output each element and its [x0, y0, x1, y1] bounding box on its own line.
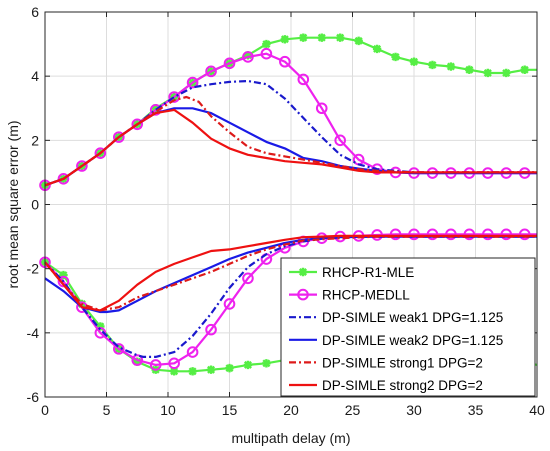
- legend-box: [280, 257, 536, 397]
- x-tick-label: 40: [529, 402, 545, 418]
- x-axis-label: multipath delay (m): [231, 430, 350, 446]
- series-2-point: [279, 55, 291, 68]
- series-2-point: [76, 160, 88, 172]
- series-1-point: [262, 39, 271, 49]
- legend-label: DP-SIMLE weak2 DPG=1.125: [322, 333, 503, 348]
- legend: RHCP-R1-MLE RHCP-MEDLL DP-SIMLE weak1 DPG=…: [280, 257, 536, 397]
- series-1-point: [133, 357, 142, 366]
- series-1-point: [59, 270, 68, 280]
- series-2-point: [205, 65, 217, 78]
- x-tick-label: 30: [406, 402, 422, 418]
- series-2-point: [445, 228, 457, 241]
- x-tick-label: 0: [41, 402, 49, 418]
- y-tick-label: -4: [27, 325, 40, 341]
- x-tick-label: 25: [345, 402, 361, 418]
- series-1-point: [206, 365, 216, 374]
- series-1-point: [391, 52, 400, 62]
- ticks: 0 5 10 15 20 25 30 35 40 -6 -4 -2 0 2 4 6: [27, 4, 545, 418]
- series-6-upper-line: [44, 108, 537, 187]
- series-6-lower-line: [44, 234, 537, 312]
- series-2-point: [131, 354, 144, 366]
- series-1-point: [502, 68, 511, 78]
- series-2-point: [149, 359, 162, 371]
- x-tick-label: 20: [283, 402, 299, 418]
- grid: [45, 12, 537, 397]
- y-axis-label: root mean square error (m): [5, 120, 21, 288]
- series-2-point: [186, 76, 199, 89]
- series-1-point: [483, 68, 492, 78]
- series-2-point: [94, 147, 107, 159]
- series-2-point: [518, 228, 531, 241]
- legend-label: RHCP-MEDLL: [322, 288, 410, 303]
- series-2-point: [389, 228, 402, 241]
- series-2-point: [113, 343, 125, 355]
- series-1-point: [520, 65, 529, 74]
- x-tick-label: 5: [103, 402, 111, 418]
- series-2-point: [463, 228, 476, 241]
- y-tick-label: 0: [31, 197, 39, 213]
- series-2-point: [426, 228, 439, 241]
- series-2-point: [57, 173, 70, 185]
- series-1-point: [372, 44, 382, 54]
- series-1-point: [317, 33, 326, 42]
- series-1-point: [169, 367, 179, 376]
- series-2-point: [315, 102, 328, 115]
- legend-marker: [297, 288, 309, 301]
- series-1-point: [465, 65, 474, 74]
- series-2-point: [242, 51, 254, 63]
- series-2-point: [131, 118, 144, 131]
- series-1-point: [409, 57, 419, 66]
- series-1-point: [446, 62, 456, 71]
- legend-label: DP-SIMLE strong2 DPG=2: [322, 378, 483, 393]
- series-2-point: [223, 298, 236, 310]
- series-2-point: [297, 73, 310, 86]
- series-1-point: [151, 104, 160, 113]
- series-1-point: [225, 363, 234, 373]
- series-2-point: [482, 228, 494, 241]
- y-tick-label: 2: [31, 132, 39, 148]
- legend-label: RHCP-R1-MLE: [322, 265, 414, 280]
- series-1-point: [299, 33, 308, 42]
- series-6: [44, 108, 537, 312]
- series-1-point: [243, 360, 253, 370]
- x-tick-label: 35: [468, 402, 484, 418]
- series-2-point: [186, 346, 199, 358]
- legend-marker: [298, 267, 308, 277]
- y-tick-label: -6: [27, 389, 40, 405]
- series-2-point: [113, 131, 125, 143]
- y-tick-label: -2: [27, 261, 40, 277]
- x-tick-label: 10: [160, 402, 176, 418]
- series-2-point: [168, 91, 180, 103]
- series-1-point: [280, 35, 290, 44]
- series-1-point: [262, 359, 271, 368]
- series-2-point: [334, 134, 347, 147]
- series-1-point: [428, 60, 437, 70]
- y-tick-label: 4: [31, 68, 39, 84]
- series-2-point: [205, 323, 217, 336]
- y-tick-label: 6: [31, 4, 39, 20]
- series-group: [39, 33, 538, 376]
- series-1-point: [188, 367, 197, 376]
- x-tick-label: 15: [222, 402, 238, 418]
- series-2-point: [223, 57, 236, 70]
- series-1-point: [243, 51, 253, 60]
- series-2-point: [168, 357, 180, 370]
- series-1-point: [96, 322, 105, 331]
- legend-label: DP-SIMLE weak1 DPG=1.125: [322, 310, 503, 325]
- series-2-point: [500, 228, 513, 241]
- series-1-point: [336, 33, 345, 42]
- series-2-point: [242, 272, 254, 285]
- legend-label: DP-SIMLE strong1 DPG=2: [322, 355, 483, 370]
- series-1-point: [354, 36, 363, 46]
- series-2-point: [408, 228, 420, 241]
- series-2-point: [260, 47, 273, 60]
